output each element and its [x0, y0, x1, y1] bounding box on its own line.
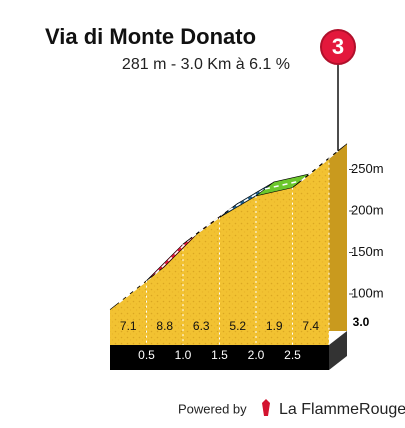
segment-dash — [264, 179, 302, 190]
badge — [320, 29, 356, 65]
x-tick-label: 1.0 — [175, 348, 192, 362]
x-tick-label: 2.0 — [248, 348, 265, 362]
profile-front — [110, 157, 329, 345]
brand-logo — [262, 399, 270, 416]
x-tick-label: 3.0 — [353, 315, 370, 329]
y-tick-label: 150m — [351, 244, 384, 259]
gradient-label: 1.9 — [266, 319, 283, 333]
chart-subtitle: 281 m - 3.0 Km à 6.1 % — [122, 56, 290, 73]
segment-dash — [301, 150, 339, 182]
footer-brand: La FlammeRouge — [279, 401, 405, 418]
y-tick-label: 100m — [351, 285, 384, 300]
gradient-label: 8.8 — [156, 319, 173, 333]
base-side — [329, 331, 347, 370]
base — [110, 345, 329, 370]
x-tick-label: 0.5 — [138, 348, 155, 362]
gradient-label: 7.4 — [302, 319, 319, 333]
badge-label: 3 — [332, 34, 344, 59]
x-tick-label: 2.5 — [284, 348, 301, 362]
gradient-label: 7.1 — [120, 319, 137, 333]
gradient-label: 6.3 — [193, 319, 210, 333]
y-tick-label: 250m — [351, 161, 384, 176]
gradient-label: 5.2 — [229, 319, 246, 333]
footer-powered: Powered by — [178, 401, 247, 416]
chart-title: Via di Monte Donato — [45, 24, 256, 49]
segment-dash — [228, 188, 266, 212]
x-tick-label: 1.5 — [211, 348, 228, 362]
y-tick-label: 200m — [351, 202, 384, 217]
